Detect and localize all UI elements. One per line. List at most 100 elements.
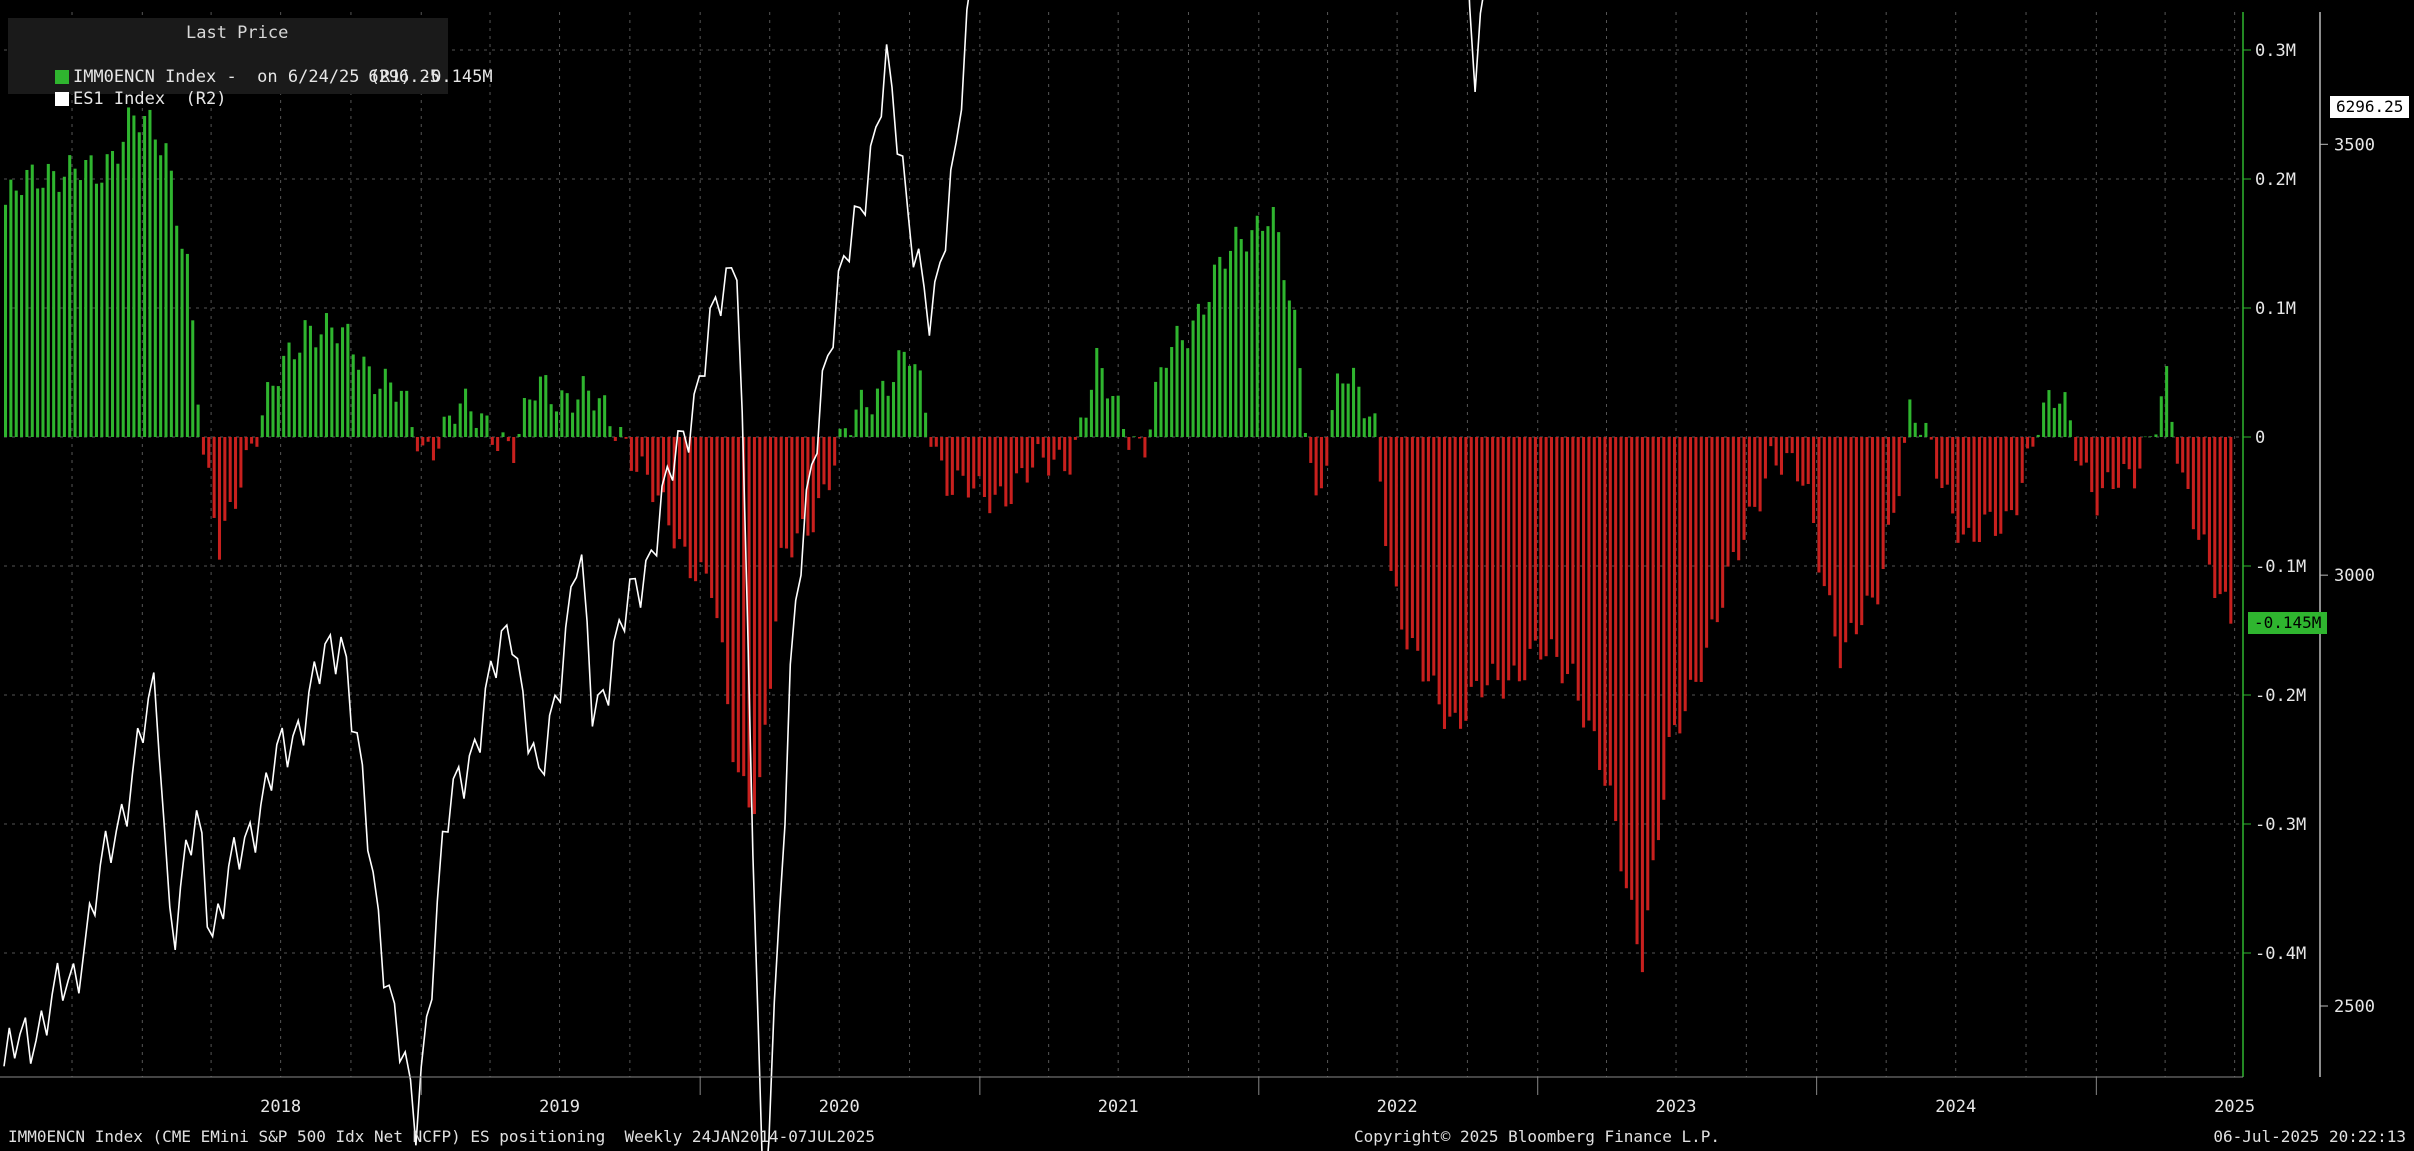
positioning-bar (1624, 437, 1628, 889)
footer-copyright: Copyright© 2025 Bloomberg Finance L.P. (1354, 1127, 1721, 1146)
positioning-bar (217, 437, 222, 560)
positioning-bar (966, 437, 970, 498)
positioning-bar (886, 395, 890, 437)
positioning-bar (341, 327, 345, 437)
positioning-bar (1041, 437, 1045, 458)
positioning-bar (1469, 437, 1473, 687)
positioning-bar (110, 151, 115, 438)
positioning-bar (1828, 437, 1832, 596)
positioning-bar (2186, 437, 2190, 489)
positioning-bar (1426, 437, 1430, 682)
positioning-bar (1100, 368, 1104, 437)
positioning-bar (1635, 437, 1639, 945)
positioning-bar (164, 143, 168, 437)
positioning-bar (1207, 301, 1211, 437)
positioning-bar (897, 350, 901, 437)
positioning-bar (2004, 437, 2008, 512)
positioning-bar (950, 437, 954, 495)
positioning-bar (838, 428, 842, 437)
positioning-bar (1758, 437, 1762, 512)
positioning-bar (2218, 437, 2222, 595)
positioning-bar (1282, 280, 1286, 437)
positioning-bar (2159, 396, 2163, 437)
positioning-bar (405, 390, 409, 437)
positioning-bar (159, 155, 163, 437)
positioning-bar (1015, 437, 1019, 474)
positioning-bar (881, 380, 885, 437)
positioning-bar (629, 437, 633, 471)
positioning-bar (635, 437, 639, 472)
positioning-bar (1196, 303, 1200, 437)
positioning-bar (1988, 437, 1992, 512)
es1-price-line (3, 0, 1484, 1151)
positioning-bar (308, 325, 312, 437)
positioning-bar (843, 428, 847, 437)
legend-header: Last Price (186, 23, 289, 43)
positioning-bar (9, 179, 13, 438)
y2-tick-label: 3500 (2334, 135, 2375, 155)
positioning-bar (1812, 437, 1816, 524)
legend-item-es1: ES1 Index (R2) 6296.25 (14, 66, 444, 154)
positioning-bar (1239, 239, 1243, 437)
positioning-bar (1266, 226, 1270, 437)
positioning-bar (1255, 215, 1259, 437)
positioning-bar (2122, 437, 2126, 465)
positioning-bar (431, 437, 435, 461)
positioning-bar (667, 437, 671, 526)
positioning-bar (1897, 437, 1901, 497)
positioning-bar (603, 395, 607, 437)
positioning-bar (201, 437, 205, 455)
es1-last-price-tag: 6296.25 (2330, 96, 2410, 118)
positioning-bar (298, 352, 302, 437)
positioning-bar (2084, 437, 2088, 463)
positioning-bar (175, 225, 179, 437)
positioning-bar (367, 366, 371, 437)
positioning-bar (1774, 437, 1778, 466)
positioning-bar (105, 154, 109, 437)
positioning-bar (2133, 437, 2137, 489)
positioning-bar (276, 386, 280, 437)
positioning-bar (2138, 437, 2142, 469)
positioning-bar (57, 191, 61, 437)
positioning-bar (62, 176, 66, 437)
positioning-bar (554, 411, 559, 437)
positioning-bar (1817, 437, 1821, 573)
positioning-bar (1084, 417, 1088, 437)
legend-swatch-es1 (54, 92, 69, 106)
positioning-bar (982, 437, 986, 498)
positioning-bar (303, 320, 307, 437)
positioning-bar (1662, 437, 1666, 800)
positioning-bar (2229, 437, 2233, 624)
positioning-bar (1186, 348, 1190, 437)
positioning-bar (1437, 437, 1441, 705)
positioning-bar (1004, 437, 1008, 507)
positioning-bar (1068, 437, 1072, 475)
positioning-bar (528, 399, 532, 437)
positioning-bar (2068, 420, 2072, 437)
positioning-bar (522, 397, 526, 437)
positioning-bar (2090, 437, 2094, 493)
positioning-bar (30, 164, 34, 437)
positioning-bar (121, 141, 125, 437)
positioning-bar (779, 437, 783, 548)
positioning-bar (827, 437, 831, 491)
positioning-bar (2175, 437, 2179, 464)
positioning-bar (319, 334, 323, 437)
positioning-bar (774, 437, 778, 622)
positioning-bar (1464, 437, 1468, 721)
positioning-bar (1432, 437, 1436, 676)
positioning-bar (1806, 437, 1810, 484)
positioning-bar (1886, 437, 1890, 525)
positioning-bar (1747, 437, 1751, 507)
positioning-bar (1234, 226, 1238, 437)
positioning-bar (1849, 437, 1853, 623)
positioning-bar (688, 437, 692, 579)
positioning-bar (474, 427, 478, 437)
positioning-bar (1191, 320, 1195, 437)
positioning-bar (1929, 437, 1933, 440)
positioning-bar (89, 155, 93, 438)
positioning-bar (351, 354, 355, 437)
positioning-bar (1057, 437, 1061, 450)
positioning-bar (1148, 429, 1152, 437)
legend-swatch-imm (54, 70, 69, 84)
